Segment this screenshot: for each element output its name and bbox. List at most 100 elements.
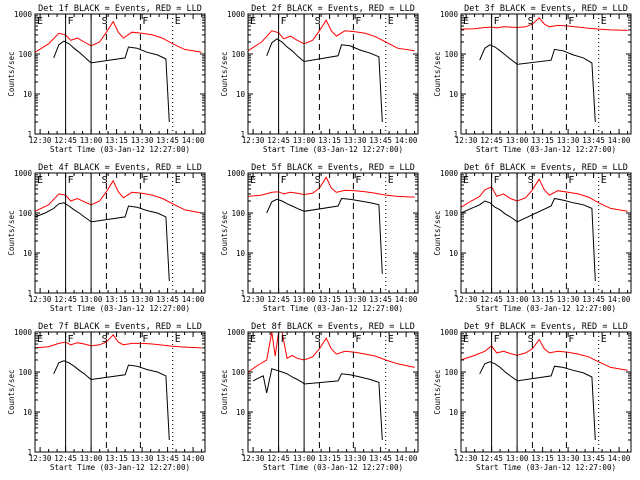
x-tick-label: 12:45: [54, 454, 77, 463]
x-tick-label: 14:00: [395, 136, 418, 145]
event-marker-label: E: [37, 175, 43, 186]
series-line-lld: [34, 20, 202, 53]
series-line-lld: [460, 178, 628, 212]
x-tick-label: 12:30: [242, 295, 265, 304]
y-tick-label: 10: [449, 408, 459, 417]
y-axis-label: Counts/sec: [433, 210, 442, 255]
y-axis-label: Counts/sec: [220, 51, 229, 96]
series-line-events: [34, 202, 170, 282]
x-axis-label: Start Time (03-Jan-12 12:27:00): [50, 463, 190, 472]
y-tick-label: 100: [18, 50, 32, 59]
plot-frame: [34, 172, 206, 294]
y-axis-label: Counts/sec: [433, 51, 442, 96]
y-axis-label: Counts/sec: [220, 369, 229, 414]
y-axis-label: Counts/sec: [220, 210, 229, 255]
series-line-events: [479, 44, 596, 123]
y-tick-label: 1000: [227, 169, 246, 178]
x-tick-label: 13:45: [582, 454, 605, 463]
x-tick-label: 12:45: [480, 136, 503, 145]
y-tick-label: 1000: [440, 328, 459, 337]
x-tick-label: 14:00: [608, 136, 631, 145]
chart-panel-5: Det 5f BLACK = Events, RED = LLD E F S F E 1 10…: [220, 163, 419, 313]
series-line-lld: [460, 338, 628, 371]
x-tick-label: 12:30: [242, 136, 265, 145]
plot-frame: [34, 13, 206, 135]
x-tick-label: 12:45: [267, 136, 290, 145]
chart-title: Det 1f BLACK = Events, RED = LLD: [38, 4, 202, 14]
y-tick-label: 1: [240, 448, 245, 457]
event-marker-label: E: [601, 16, 607, 27]
x-tick-label: 12:30: [455, 136, 478, 145]
event-marker-label: F: [142, 175, 148, 186]
event-marker-label: S: [315, 16, 321, 27]
y-tick-label: 100: [444, 50, 458, 59]
event-marker-label: E: [388, 334, 394, 345]
event-marker-label: F: [281, 334, 287, 345]
event-marker-label: E: [250, 334, 256, 345]
chart-panel-2: Det 2f BLACK = Events, RED = LLD E F S F E 1 10…: [220, 4, 419, 154]
x-tick-label: 14:00: [608, 454, 631, 463]
event-marker-label: F: [568, 16, 574, 27]
plot-frame: [460, 331, 632, 453]
x-tick-label: 13:45: [156, 454, 179, 463]
chart-panel-6: Det 6f BLACK = Events, RED = LLD E F S F E 1 10…: [433, 163, 632, 313]
y-tick-label: 1: [240, 130, 245, 139]
event-marker-label: E: [37, 334, 43, 345]
event-marker-label: F: [68, 334, 74, 345]
y-tick-label: 1: [27, 289, 32, 298]
event-marker-label: F: [494, 334, 500, 345]
event-marker-label: S: [528, 334, 534, 345]
event-marker-label: E: [175, 175, 181, 186]
x-tick-label: 13:15: [531, 136, 554, 145]
y-tick-label: 1: [453, 448, 458, 457]
event-marker-label: F: [281, 175, 287, 186]
x-tick-label: 13:15: [318, 454, 341, 463]
x-tick-label: 12:30: [455, 454, 478, 463]
x-axis-label: Start Time (03-Jan-12 12:27:00): [476, 304, 616, 313]
x-tick-label: 13:30: [131, 136, 154, 145]
chart-panel-1: Det 1f BLACK = Events, RED = LLD E F S F E 1 10…: [7, 4, 206, 154]
chart-panel-8: Det 8f BLACK = Events, RED = LLD E F S F E 1 10…: [220, 322, 419, 472]
x-tick-label: 12:30: [455, 295, 478, 304]
x-tick-label: 12:45: [54, 295, 77, 304]
event-marker-label: E: [388, 16, 394, 27]
event-marker-label: E: [250, 16, 256, 27]
x-tick-label: 13:00: [80, 136, 103, 145]
x-tick-label: 13:30: [131, 454, 154, 463]
x-axis-label: Start Time (03-Jan-12 12:27:00): [50, 145, 190, 154]
series-line-events: [460, 197, 596, 282]
x-tick-label: 13:30: [131, 295, 154, 304]
event-marker-label: F: [355, 175, 361, 186]
y-tick-label: 1000: [440, 10, 459, 19]
y-tick-label: 10: [236, 408, 246, 417]
event-marker-label: F: [494, 175, 500, 186]
event-marker-label: F: [355, 16, 361, 27]
x-tick-label: 14:00: [608, 295, 631, 304]
x-axis-label: Start Time (03-Jan-12 12:27:00): [50, 304, 190, 313]
x-axis-label: Start Time (03-Jan-12 12:27:00): [263, 463, 403, 472]
y-axis-label: Counts/sec: [433, 369, 442, 414]
y-tick-label: 1000: [227, 328, 246, 337]
event-marker-label: E: [175, 16, 181, 27]
chart-panel-7: Det 7f BLACK = Events, RED = LLD E F S F E 1 10…: [7, 322, 206, 472]
x-tick-label: 13:00: [506, 136, 529, 145]
chart-title: Det 7f BLACK = Events, RED = LLD: [38, 322, 202, 332]
y-tick-label: 1000: [227, 10, 246, 19]
event-marker-label: S: [102, 175, 108, 186]
y-axis-label: Counts/sec: [7, 369, 16, 414]
event-marker-label: E: [175, 334, 181, 345]
x-tick-label: 12:45: [267, 295, 290, 304]
x-tick-label: 12:45: [480, 295, 503, 304]
chart-title: Det 2f BLACK = Events, RED = LLD: [251, 4, 415, 14]
chart-panel-9: Det 9f BLACK = Events, RED = LLD E F S F E 1 10…: [433, 322, 632, 472]
x-axis-label: Start Time (03-Jan-12 12:27:00): [263, 304, 403, 313]
x-axis-label: Start Time (03-Jan-12 12:27:00): [263, 145, 403, 154]
x-axis-label: Start Time (03-Jan-12 12:27:00): [476, 145, 616, 154]
x-tick-label: 13:15: [105, 295, 128, 304]
x-axis-label: Start Time (03-Jan-12 12:27:00): [476, 463, 616, 472]
series-line-lld: [34, 179, 202, 214]
plot-frame: [247, 13, 419, 135]
y-tick-label: 10: [23, 90, 33, 99]
chart-title: Det 9f BLACK = Events, RED = LLD: [464, 322, 628, 332]
